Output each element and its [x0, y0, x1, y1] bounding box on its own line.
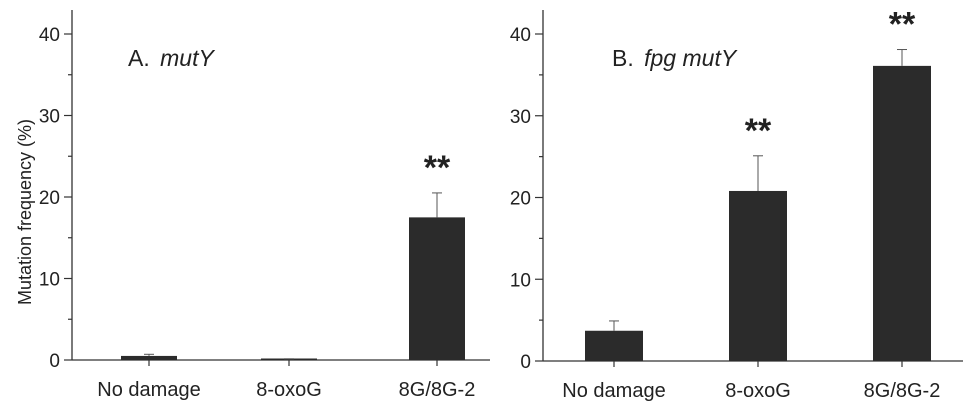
panel-b-category-label-1: 8-oxoG — [725, 380, 791, 402]
panel-b-significance-1: ** — [745, 112, 772, 150]
panel-b-title: B. fpg mutY — [612, 45, 738, 71]
panel-a-bar-0 — [121, 355, 177, 360]
panel-b-y-tick-label: 30 — [510, 107, 531, 128]
panel-b-category-label-2: 8G/8G-2 — [864, 380, 941, 402]
panel-a-y-tick-label: 20 — [39, 188, 60, 209]
panel-a-title: A. mutY — [128, 45, 215, 71]
panel-b-bar-2 — [873, 65, 931, 361]
panel-b-fpg-mutY: 0 10 20 30 40 No damage 8-oxoG ** 8G/8G-2 ** B. fp… — [510, 6, 963, 402]
panel-b-y-tick-label: 40 — [510, 25, 531, 46]
panel-a-significance-2: ** — [424, 149, 451, 187]
y-axis-label: Mutation frequency (%) — [15, 119, 35, 305]
panel-a-category-label-0: No damage — [97, 379, 200, 401]
panel-b-y-tick-label: 10 — [510, 270, 531, 291]
panel-b-category-label-0: No damage — [562, 380, 665, 402]
panel-b-y-tick-label: 20 — [510, 189, 531, 210]
panel-a-bar-2 — [409, 217, 465, 360]
panel-a-y-tick-label: 10 — [39, 270, 60, 291]
panel-a-category-label-2: 8G/8G-2 — [399, 379, 476, 401]
panel-a-mutY: 0 10 20 30 40 No damage 8-oxoG 8G/8G-2 ** A. mutY — [39, 10, 490, 401]
panel-a-y-tick-label: 30 — [39, 107, 60, 128]
panel-a-y-tick-label: 40 — [39, 25, 60, 46]
panel-b-y-tick-label: 0 — [520, 352, 531, 373]
panel-a-y-tick-label: 0 — [49, 351, 60, 372]
panel-b-significance-2: ** — [889, 6, 916, 44]
panel-b-bar-1 — [729, 190, 787, 361]
panel-a-category-label-1: 8-oxoG — [256, 379, 322, 401]
panel-b-bar-0 — [585, 330, 643, 361]
